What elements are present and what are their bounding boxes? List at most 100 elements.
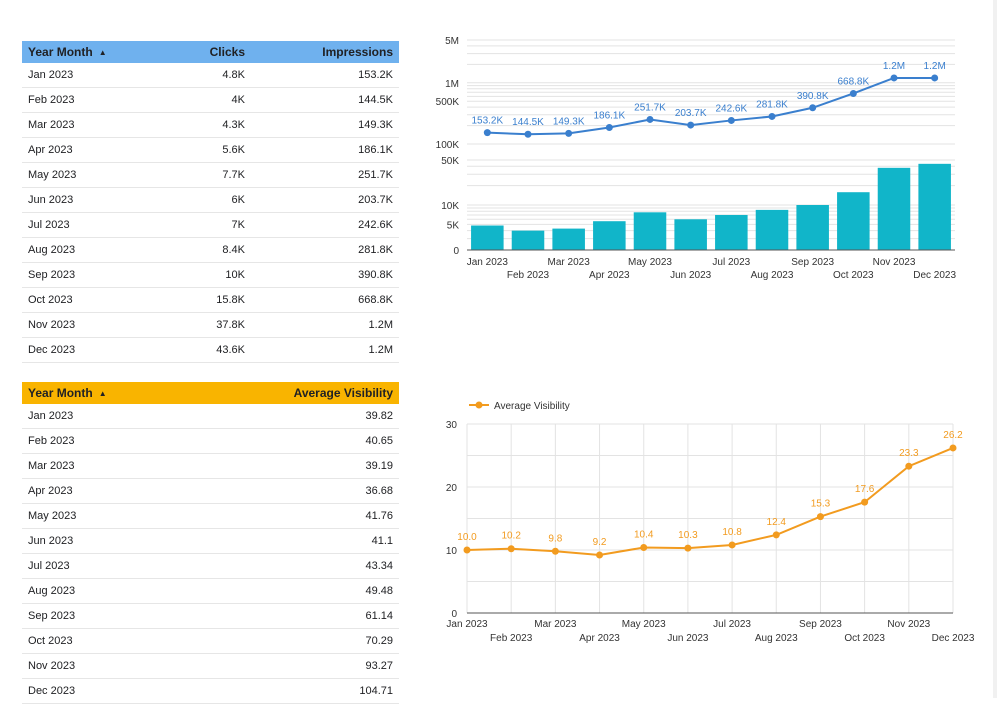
x-tick-label: Oct 2023 — [844, 633, 885, 644]
cell-month: Jan 2023 — [28, 69, 74, 81]
impressions-data-point[interactable] — [809, 104, 817, 112]
x-tick-label: Jul 2023 — [713, 619, 751, 630]
column-header-average-visibility[interactable]: Average Visibility — [293, 386, 393, 400]
x-tick-label: Jun 2023 — [670, 270, 712, 281]
x-tick-label: Nov 2023 — [887, 619, 930, 630]
column-header-impressions[interactable]: Impressions — [322, 45, 393, 59]
cell-clicks: 5.6K — [222, 144, 245, 156]
cell-clicks: 10K — [225, 269, 245, 281]
cell-average-visibility: 43.34 — [365, 560, 393, 572]
clicks-bar[interactable] — [593, 221, 626, 250]
chart-legend[interactable]: Average Visibility — [469, 401, 570, 412]
visibility-data-point[interactable] — [463, 546, 471, 554]
cell-impressions: 144.5K — [358, 94, 393, 106]
visibility-data-point[interactable] — [640, 543, 648, 551]
impressions-data-point[interactable] — [524, 130, 532, 138]
column-header-clicks[interactable]: Clicks — [209, 45, 245, 59]
sort-by-year-month-button[interactable]: Year Month ▲ — [22, 386, 178, 400]
cell-month: Jul 2023 — [28, 560, 70, 572]
clicks-bar[interactable] — [471, 225, 504, 250]
visibility-data-point[interactable] — [816, 513, 824, 521]
visibility-data-point[interactable] — [684, 544, 692, 552]
clicks-bar[interactable] — [715, 214, 748, 250]
visibility-table: Year Month ▲ Average Visibility Jan 2023… — [22, 382, 399, 704]
cell-impressions: 1.2M — [368, 344, 393, 356]
cell-clicks: 7.7K — [222, 169, 245, 181]
impressions-data-point[interactable] — [727, 116, 735, 124]
x-tick-label: May 2023 — [622, 619, 666, 630]
impressions-data-point[interactable] — [849, 89, 857, 97]
visibility-data-label: 10.2 — [501, 531, 521, 542]
table-row: Sep 2023 10K 390.8K — [22, 263, 399, 288]
impressions-data-point[interactable] — [768, 112, 776, 120]
cell-average-visibility: 104.71 — [359, 685, 393, 697]
table-body: Jan 2023 4.8K 153.2K Feb 2023 4K 144.5K Mar 20… — [22, 63, 399, 363]
table-row: May 2023 41.76 — [22, 504, 399, 529]
bar-gridlines — [467, 159, 955, 240]
x-tick-label: Jan 2023 — [446, 619, 488, 630]
cell-average-visibility: 70.29 — [365, 635, 393, 647]
visibility-data-point[interactable] — [772, 531, 780, 539]
clicks-bar[interactable] — [633, 212, 667, 250]
x-tick-label: Jan 2023 — [467, 257, 509, 268]
cell-impressions: 668.8K — [358, 294, 393, 306]
clicks-bar[interactable] — [877, 167, 911, 250]
visibility-series-line — [466, 447, 954, 557]
impressions-data-label: 390.8K — [797, 91, 829, 102]
clicks-bar[interactable] — [552, 228, 585, 250]
impressions-data-point[interactable] — [646, 115, 654, 123]
visibility-data-point[interactable] — [905, 462, 913, 470]
cell-month: Nov 2023 — [28, 660, 76, 672]
clicks-bar[interactable] — [918, 163, 951, 250]
clicks-bar[interactable] — [796, 205, 829, 250]
y-tick-label: 10K — [441, 201, 459, 212]
y-tick-label: 0 — [451, 609, 457, 620]
visibility-data-point[interactable] — [728, 541, 736, 549]
x-tick-label: Jul 2023 — [712, 257, 750, 268]
y-tick-label: 50K — [441, 156, 459, 167]
impressions-data-label: 242.6K — [715, 103, 747, 114]
table-row: Jul 2023 43.34 — [22, 554, 399, 579]
impressions-data-label: 153.2K — [471, 116, 503, 127]
clicks-bar[interactable] — [511, 230, 545, 250]
x-tick-label: Oct 2023 — [833, 270, 874, 281]
table-row: Apr 2023 36.68 — [22, 479, 399, 504]
impressions-data-point[interactable] — [605, 123, 613, 131]
table-header: Year Month ▲ Clicks Impressions — [22, 41, 399, 63]
impressions-data-point[interactable] — [483, 129, 491, 137]
table-row: Nov 2023 93.27 — [22, 654, 399, 679]
impressions-data-label: 186.1K — [593, 110, 625, 121]
visibility-data-point[interactable] — [861, 498, 869, 506]
table-row: Dec 2023 104.71 — [22, 679, 399, 704]
cell-impressions: 281.8K — [358, 244, 393, 256]
impressions-data-point[interactable] — [687, 121, 695, 129]
impressions-data-point[interactable] — [931, 74, 939, 82]
clicks-bar[interactable] — [755, 209, 789, 250]
x-tick-label: Aug 2023 — [755, 633, 798, 644]
visibility-data-label: 12.4 — [767, 517, 787, 528]
visibility-data-label: 26.2 — [943, 430, 963, 441]
cell-average-visibility: 40.65 — [365, 435, 393, 447]
cell-month: Jun 2023 — [28, 194, 74, 206]
cell-month: Feb 2023 — [28, 94, 75, 106]
clicks-bar[interactable] — [674, 219, 707, 250]
visibility-data-point[interactable] — [507, 545, 515, 553]
x-tick-label: Nov 2023 — [873, 257, 916, 268]
visibility-data-point[interactable] — [596, 551, 604, 559]
sort-by-year-month-button[interactable]: Year Month ▲ — [22, 45, 178, 59]
impressions-data-point[interactable] — [565, 129, 573, 137]
cell-average-visibility: 36.68 — [365, 485, 393, 497]
line-gridlines — [467, 39, 955, 145]
cell-month: Mar 2023 — [28, 460, 75, 472]
cell-month: Jun 2023 — [28, 535, 74, 547]
clicks-bar[interactable] — [837, 192, 870, 250]
table-row: Apr 2023 5.6K 186.1K — [22, 138, 399, 163]
table-row: Nov 2023 37.8K 1.2M — [22, 313, 399, 338]
visibility-data-point[interactable] — [949, 444, 957, 452]
x-tick-label: Mar 2023 — [548, 257, 591, 268]
visibility-data-point[interactable] — [551, 547, 559, 555]
clicks-impressions-table: Year Month ▲ Clicks Impressions Jan 2023… — [22, 41, 399, 363]
impressions-data-point[interactable] — [890, 74, 898, 82]
sort-ascending-icon: ▲ — [98, 388, 107, 398]
cell-month: Nov 2023 — [28, 319, 76, 331]
